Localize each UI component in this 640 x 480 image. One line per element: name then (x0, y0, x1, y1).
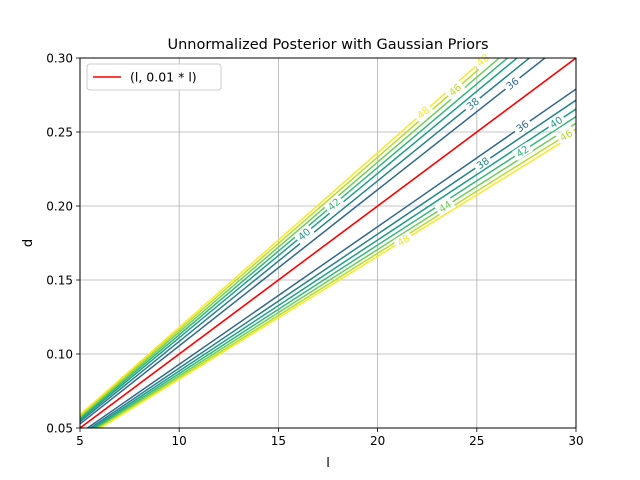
contour-label-backing (392, 230, 414, 250)
contour-line-upper-46 (80, 58, 493, 417)
contour-line-lower-48 (98, 132, 576, 428)
contour-lines (80, 58, 576, 428)
contour-line-lower-42 (93, 115, 576, 428)
contour-label-backing (462, 93, 484, 114)
y-tick-label: 0.30 (46, 51, 73, 65)
x-tick-label: 30 (568, 434, 583, 448)
contour-label-backing (472, 50, 494, 71)
contour-label-backing (412, 102, 434, 123)
contour-line-lower-40 (91, 108, 576, 428)
x-axis-ticks: 5 10 15 20 25 30 (76, 428, 584, 448)
legend-label: (l, 0.01 * l) (130, 70, 197, 85)
y-tick-label: 0.05 (46, 421, 73, 435)
y-tick-label: 0.20 (46, 199, 73, 213)
chart-title: Unnormalized Posterior with Gaussian Pri… (167, 37, 488, 53)
contour-label-backing (434, 197, 456, 217)
contour-label-backing (502, 73, 523, 94)
contour-line-lower-36 (86, 88, 576, 428)
contour-label-backing (545, 112, 567, 132)
x-tick-label: 5 (76, 434, 84, 448)
series-line (80, 58, 576, 428)
contour-label-backing (555, 125, 577, 145)
contour-line-upper-48 (80, 58, 487, 416)
x-tick-label: 25 (469, 434, 484, 448)
contour-label-backing (511, 116, 533, 136)
y-axis-label: d (21, 239, 36, 247)
contour-label-backing (511, 141, 533, 161)
contour-line-upper-36 (80, 58, 547, 425)
x-tick-label: 20 (370, 434, 385, 448)
y-tick-label: 0.25 (46, 125, 73, 139)
contour-label-backing (444, 79, 466, 100)
data-series (80, 58, 576, 428)
contour-line-upper-38 (80, 58, 531, 423)
plot-frame (79, 57, 577, 429)
x-axis-label: l (326, 456, 330, 471)
contour-line-lower-46 (97, 128, 576, 428)
contour-label-backing (472, 153, 494, 173)
y-tick-label: 0.10 (46, 347, 73, 361)
legend-box (86, 63, 222, 91)
x-tick-label: 10 (172, 434, 187, 448)
contour-line-upper-40 (80, 58, 519, 421)
contour-label-backing (293, 224, 315, 245)
contour-line-lower-38 (89, 99, 576, 428)
x-tick-label: 15 (271, 434, 286, 448)
contour-label-backing (323, 194, 345, 215)
contour-line-lower-44 (95, 122, 576, 428)
y-axis-ticks: 0.05 0.10 0.15 0.20 0.25 0.30 (46, 51, 80, 435)
legend: (l, 0.01 * l) (86, 63, 222, 91)
y-tick-label: 0.15 (46, 273, 73, 287)
